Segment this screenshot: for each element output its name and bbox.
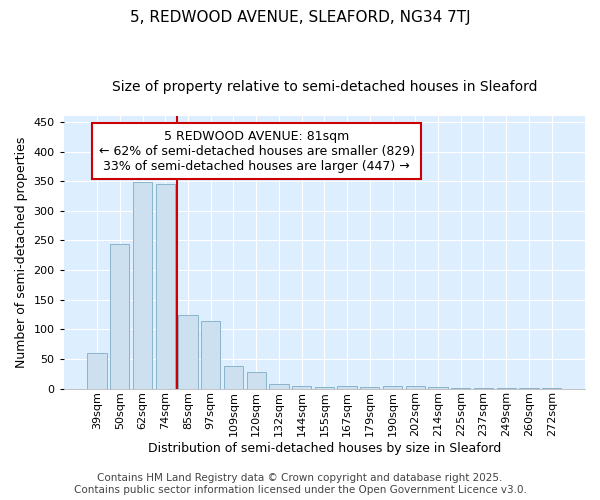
Bar — [155, 184, 175, 388]
Bar — [383, 386, 402, 388]
Bar — [269, 384, 289, 388]
Bar — [247, 372, 266, 388]
Bar — [292, 386, 311, 388]
Bar — [337, 386, 357, 388]
Text: 5 REDWOOD AVENUE: 81sqm
← 62% of semi-detached houses are smaller (829)
33% of s: 5 REDWOOD AVENUE: 81sqm ← 62% of semi-de… — [98, 130, 415, 172]
Bar — [406, 386, 425, 388]
Title: Size of property relative to semi-detached houses in Sleaford: Size of property relative to semi-detach… — [112, 80, 537, 94]
Bar — [110, 244, 130, 388]
Bar — [201, 321, 220, 388]
Text: 5, REDWOOD AVENUE, SLEAFORD, NG34 7TJ: 5, REDWOOD AVENUE, SLEAFORD, NG34 7TJ — [130, 10, 470, 25]
Bar — [133, 182, 152, 388]
Y-axis label: Number of semi-detached properties: Number of semi-detached properties — [15, 136, 28, 368]
Bar — [178, 315, 197, 388]
Bar — [224, 366, 243, 388]
Bar — [88, 353, 107, 388]
Text: Contains HM Land Registry data © Crown copyright and database right 2025.
Contai: Contains HM Land Registry data © Crown c… — [74, 474, 526, 495]
X-axis label: Distribution of semi-detached houses by size in Sleaford: Distribution of semi-detached houses by … — [148, 442, 501, 455]
